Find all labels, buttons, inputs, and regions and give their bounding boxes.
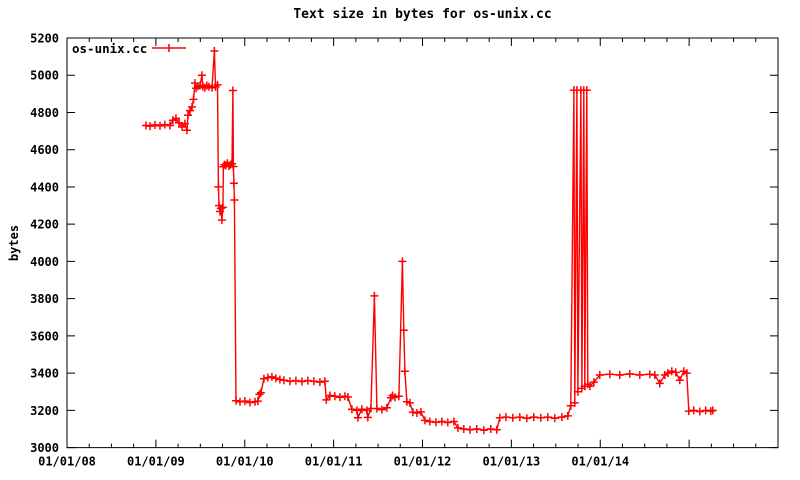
- x-tick-label: 01/01/10: [216, 455, 274, 469]
- series-markers: [142, 47, 717, 435]
- x-tick-label: 01/01/12: [394, 455, 452, 469]
- y-tick-label: 3400: [30, 367, 59, 381]
- legend-sample-line: [152, 44, 186, 52]
- y-tick-label: 4400: [30, 180, 59, 194]
- y-tick-label: 4000: [30, 255, 59, 269]
- y-tick-label: 4600: [30, 143, 59, 157]
- x-tick-label: 01/01/11: [305, 455, 363, 469]
- x-tick-label: 01/01/13: [482, 455, 540, 469]
- y-tick-label: 5200: [30, 32, 59, 46]
- y-tick-label: 4800: [30, 106, 59, 120]
- y-tick-label: 4200: [30, 218, 59, 232]
- x-tick-label: 01/01/09: [127, 455, 185, 469]
- y-axis-label: bytes: [7, 224, 21, 262]
- x-tick-label: 01/01/08: [38, 455, 96, 469]
- chart-title: Text size in bytes for os-unix.cc: [293, 7, 552, 22]
- y-tick-label: 3600: [30, 329, 59, 343]
- y-tick-label: 3800: [30, 292, 59, 306]
- x-tick-label: 01/01/14: [571, 455, 629, 469]
- y-tick-label: 5000: [30, 69, 59, 83]
- y-tick-label: 3200: [30, 404, 59, 418]
- legend-label: os-unix.cc: [72, 41, 148, 56]
- y-tick-label: 3000: [30, 441, 59, 455]
- plot-border: [66, 37, 779, 449]
